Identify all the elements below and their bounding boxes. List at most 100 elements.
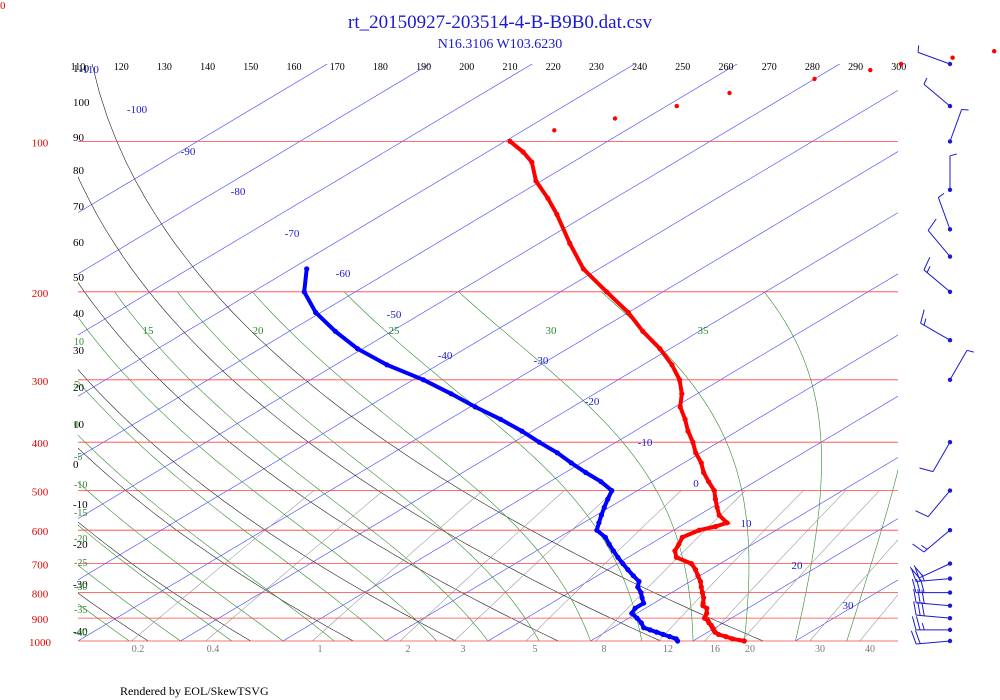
series-0-point-43 [669,362,675,368]
series-1-point-7 [638,620,644,626]
series-1-point-42 [313,309,319,316]
wind-barb-2 [913,601,953,621]
moist-label-25: 25 [389,325,401,337]
series-0-point-40 [677,404,683,410]
top-theta-label-260: 260 [719,62,734,73]
mixing-ratio-label-3: 2 [406,644,411,655]
series-1-point-31 [568,460,574,466]
mixing-ratio-label-0: 0.2 [132,644,145,655]
series-0-point-26 [696,527,702,533]
series-0-point-51 [545,195,551,201]
series-1-point-2 [667,634,673,640]
series-0-point-29 [716,512,722,518]
moist-label-30: 30 [546,325,558,337]
isotherm-label-0: 0 [693,478,699,490]
series-0-point-35 [698,460,704,466]
left-theta-label-14: -30 [73,579,88,591]
mixing-ratio-label-2: 1 [318,644,323,655]
wind-barb-0 [910,630,953,645]
left-moist-label-1: 5 [74,380,79,391]
wind-barb-18 [917,45,953,67]
moist-adiabat-10 [252,291,591,641]
isotherm--80 [78,64,636,397]
isotherm-label--50: -50 [387,309,402,321]
isobar-label-400: 400 [32,438,49,450]
top-theta-label-150: 150 [243,62,258,73]
left-theta-label-9: 20 [73,382,85,394]
series-1-point-23 [594,527,600,533]
dry-adiabat-260 [78,447,354,641]
wind-barb-7 [912,527,953,553]
series-1-point-14 [635,584,641,590]
isotherm-label--20: -20 [585,396,600,408]
series-1-point-33 [536,439,542,445]
isotherm-label--30: -30 [534,355,549,367]
series-0-point-52 [533,178,539,184]
series-0-point-44 [657,346,663,352]
series-2-point-3 [674,103,679,109]
series-0-point-53 [529,159,535,165]
wind-barb-1 [911,616,953,633]
isotherm-label--110: -110 [79,64,99,76]
mixing-ratio-label-10: 30 [815,644,825,655]
series-1-point-28 [609,488,615,494]
mixing-ratio-8 [595,490,746,641]
series-2-point-4 [727,90,732,96]
isotherm--50 [78,89,898,581]
series-0-point-45 [640,328,646,334]
moist-label-20: 20 [253,325,265,337]
moist-adiabat-30 [763,291,822,641]
top-theta-label-130: 130 [157,62,172,73]
left-theta-label-15: -40 [73,626,88,638]
left-moist-label-3: -5 [74,452,82,463]
isobar-label-100: 100 [32,137,49,149]
series-0-point-14 [700,600,706,606]
left-theta-label-2: 90 [73,132,85,144]
isotherm--110 [78,64,328,214]
moist-adiabat--10 [78,381,386,641]
series-0-point-21 [688,561,695,567]
series-1-point-3 [660,631,666,638]
wind-barb-16 [947,108,969,144]
dry-adiabat-230 [0,31,61,652]
series-0-point-48 [580,266,587,272]
mixing-ratio-label-5: 5 [533,644,538,655]
series-2 [507,49,997,144]
series-0-point-32 [711,488,717,494]
series-1-point-1 [673,636,679,642]
mixing-ratio-5 [525,490,682,641]
series-0-point-47 [604,289,610,295]
left-theta-label-12: -10 [73,499,88,511]
series-0-point-38 [685,428,691,434]
series-0-point-33 [706,479,712,485]
series-1-point-27 [605,496,611,502]
left-theta-label-10: 10 [73,419,85,431]
mixing-ratio-label-11: 40 [865,644,875,655]
series-1-point-18 [620,561,626,567]
series-0-point-16 [699,590,706,596]
isotherm-label--80: -80 [231,186,246,198]
left-moist-label-6: -20 [74,534,87,545]
series-1-point-12 [639,595,645,601]
series-0-point-31 [712,496,719,502]
series-0-point-34 [701,469,707,476]
wind-barb-6 [909,561,953,579]
left-moist-label-10: -40 [74,628,87,639]
series-1-point-10 [632,605,638,611]
mixing-ratio-12 [658,490,804,641]
isotherm-20 [692,518,898,641]
dry-adiabat-270 [78,369,457,641]
top-theta-label-110: 110 [71,62,86,73]
dry-adiabat-290 [78,176,662,641]
series-0-point-42 [677,377,683,383]
isotherm-label--100: -100 [127,104,148,116]
wind-barb-11 [920,309,953,343]
isotherm--100 [78,64,431,275]
series-1-point-38 [420,377,426,383]
series-0-point-25 [679,534,685,540]
isotherm--60 [78,64,841,519]
top-theta-label-200: 200 [459,62,474,73]
mixing-ratio-label-9: 20 [745,644,755,655]
series-1-point-26 [601,504,607,510]
